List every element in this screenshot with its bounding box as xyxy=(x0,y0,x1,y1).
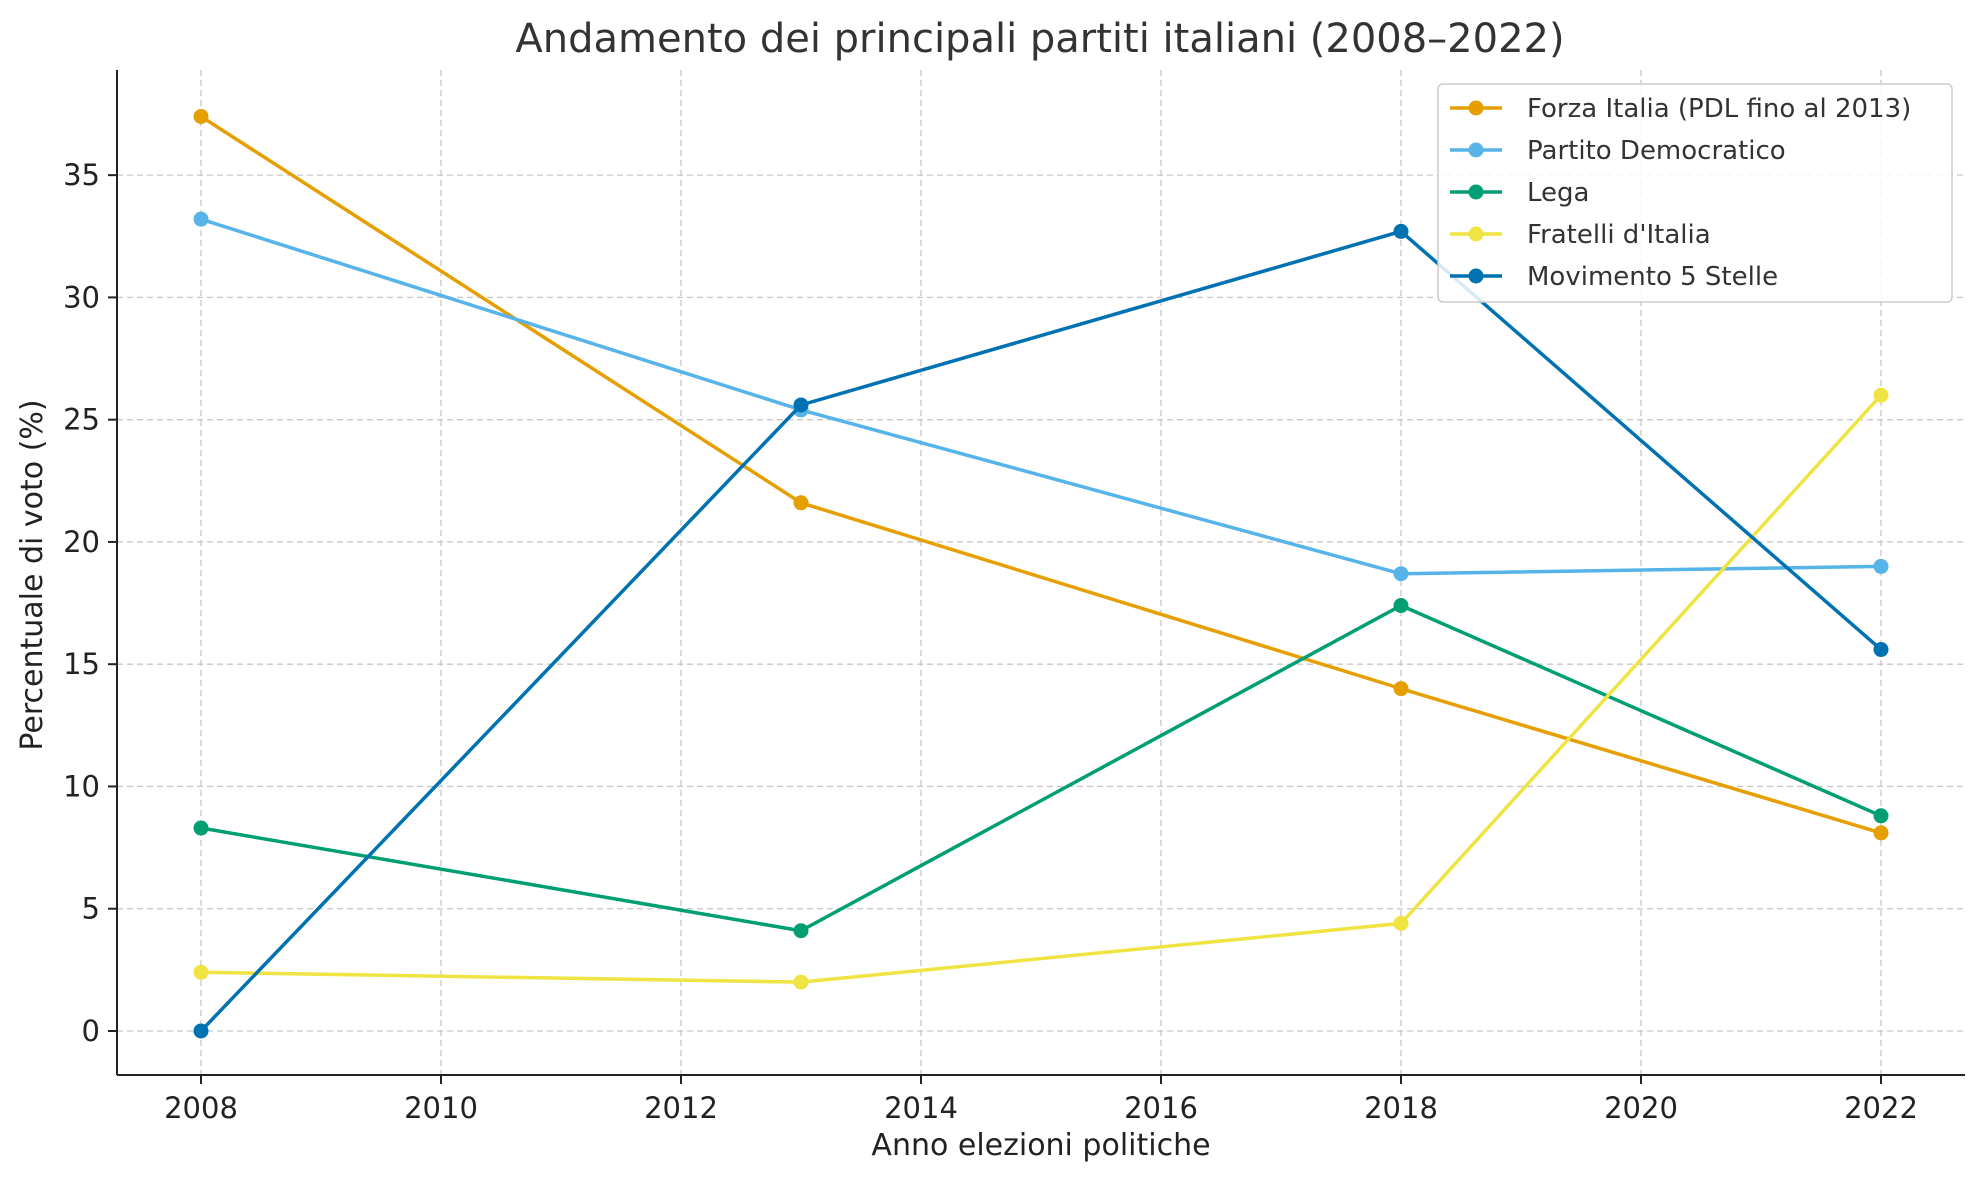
data-point-fratelli-d-italia xyxy=(1393,915,1409,931)
x-tick-label: 2018 xyxy=(1364,1091,1438,1125)
legend-swatch-marker xyxy=(1468,100,1484,116)
y-tick-label: 20 xyxy=(63,525,100,559)
y-tick-label: 35 xyxy=(63,158,100,192)
data-point-movimento-5-stelle xyxy=(793,397,809,413)
legend-item-fratelli-d-italia: Fratelli d'Italia xyxy=(1450,220,1711,250)
y-tick-label: 5 xyxy=(82,892,100,926)
data-point-partito-democratico xyxy=(1393,566,1409,582)
data-point-forza-italia-pdl-fino-al-2013 xyxy=(193,108,209,124)
series-line-lega xyxy=(200,603,1882,933)
legend-item-lega: Lega xyxy=(1450,178,1589,208)
legend-label: Partito Democratico xyxy=(1527,136,1786,166)
series-line-forza-italia-pdl-fino-al-2013 xyxy=(200,114,1882,835)
data-point-partito-democratico xyxy=(193,211,209,227)
data-point-movimento-5-stelle xyxy=(193,1023,209,1039)
legend-label: Lega xyxy=(1527,178,1589,208)
x-tick-label: 2014 xyxy=(884,1091,958,1125)
series-lega xyxy=(193,598,1889,939)
legend-label: Movimento 5 Stelle xyxy=(1527,262,1778,292)
x-tick-label: 2022 xyxy=(1844,1091,1918,1125)
legend-box xyxy=(1437,83,1953,303)
data-point-forza-italia-pdl-fino-al-2013 xyxy=(1393,681,1409,697)
data-point-forza-italia-pdl-fino-al-2013 xyxy=(1873,825,1889,841)
x-tick-label: 2012 xyxy=(644,1091,718,1125)
legend-swatch-marker xyxy=(1468,184,1484,200)
legend-swatch-marker xyxy=(1468,226,1484,242)
x-tick-label: 2020 xyxy=(1604,1091,1678,1125)
data-point-movimento-5-stelle xyxy=(1393,223,1409,239)
legend-item-movimento-5-stelle: Movimento 5 Stelle xyxy=(1450,262,1778,292)
series-movimento-5-stelle xyxy=(193,223,1889,1039)
data-point-fratelli-d-italia xyxy=(793,974,809,990)
y-ticks: 0 5 10 15 20 25 30 35 xyxy=(63,158,117,1048)
data-point-lega xyxy=(1393,598,1409,614)
x-tick-label: 2008 xyxy=(164,1091,238,1125)
data-point-partito-democratico xyxy=(1873,558,1889,574)
y-tick-label: 15 xyxy=(63,647,100,681)
data-point-lega xyxy=(193,820,209,836)
x-axis-label: Anno elezioni politiche xyxy=(871,1128,1210,1163)
series-line-partito-democratico xyxy=(200,217,1882,576)
legend-swatch-marker xyxy=(1468,268,1484,284)
data-point-fratelli-d-italia xyxy=(193,964,209,980)
legend-item-partito-democratico: Partito Democratico xyxy=(1450,136,1786,166)
data-point-forza-italia-pdl-fino-al-2013 xyxy=(793,495,809,511)
x-tick-label: 2016 xyxy=(1124,1091,1198,1125)
legend-item-forza-italia-pdl-fino-al-2013: Forza Italia (PDL fino al 2013) xyxy=(1450,94,1911,124)
series-forza-italia-pdl-fino-al-2013 xyxy=(193,108,1889,841)
series-line-fratelli-d-italia xyxy=(200,394,1883,984)
legend: Forza Italia (PDL fino al 2013) Partito D… xyxy=(1437,83,1953,303)
chart-title: Andamento dei principali partiti italian… xyxy=(515,16,1564,62)
x-tick-label: 2010 xyxy=(404,1091,478,1125)
legend-swatch-marker xyxy=(1468,142,1484,158)
data-point-lega xyxy=(1873,808,1889,824)
axes xyxy=(116,70,1965,1076)
y-tick-label: 25 xyxy=(63,403,100,437)
legend-label: Fratelli d'Italia xyxy=(1527,220,1711,250)
y-tick-label: 30 xyxy=(63,280,100,314)
y-tick-label: 0 xyxy=(82,1014,100,1048)
legend-label: Forza Italia (PDL fino al 2013) xyxy=(1527,94,1911,124)
y-tick-label: 10 xyxy=(63,769,100,803)
series xyxy=(193,108,1889,1039)
data-point-lega xyxy=(793,923,809,939)
data-point-fratelli-d-italia xyxy=(1873,387,1889,403)
data-point-movimento-5-stelle xyxy=(1873,642,1889,658)
series-fratelli-d-italia xyxy=(193,387,1889,990)
series-line-movimento-5-stelle xyxy=(199,229,1883,1033)
y-axis-label: Percentuale di voto (%) xyxy=(15,399,50,750)
x-ticks: 2008 2010 2012 2014 2016 2018 2020 2022 xyxy=(164,1075,1918,1125)
